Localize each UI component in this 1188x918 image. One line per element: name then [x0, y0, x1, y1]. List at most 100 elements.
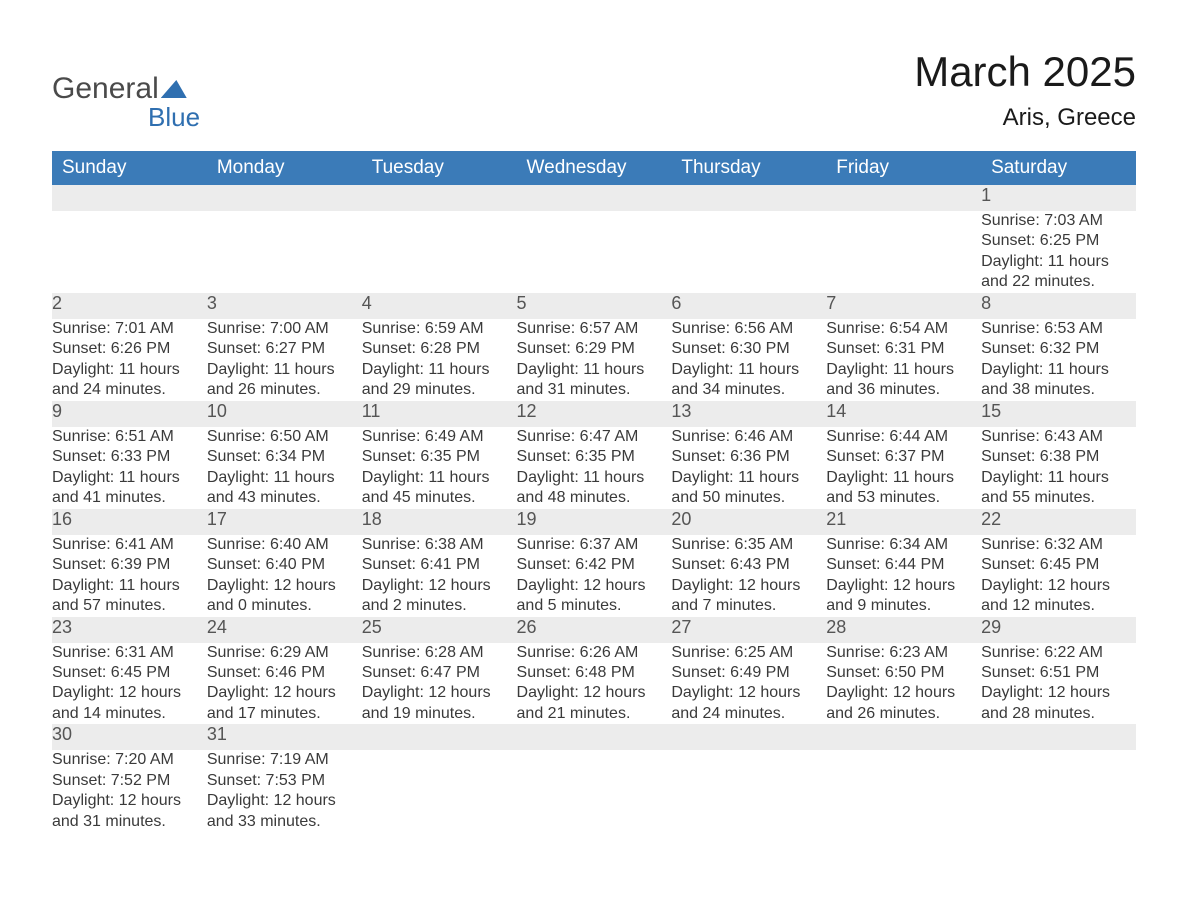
day-content-row: Sunrise: 6:31 AMSunset: 6:45 PMDaylight:… — [52, 643, 1136, 725]
calendar-body: 1 Sunrise: 7:03 AMSunset: 6:25 PMDayligh… — [52, 185, 1136, 832]
day-content-row: Sunrise: 6:41 AMSunset: 6:39 PMDaylight:… — [52, 535, 1136, 617]
daylight-text: Daylight: 11 hours — [981, 252, 1136, 272]
weekday-header: Saturday — [981, 151, 1136, 185]
sunset-text: Sunset: 6:48 PM — [517, 663, 672, 683]
daylight-text: Daylight: 12 hours — [362, 683, 517, 703]
day-number-row: 1 — [52, 185, 1136, 211]
daylight-text: Daylight: 11 hours — [517, 360, 672, 380]
day-number-cell: 22 — [981, 509, 1136, 535]
day-content-cell: Sunrise: 6:28 AMSunset: 6:47 PMDaylight:… — [362, 643, 517, 725]
sunset-text: Sunset: 6:42 PM — [517, 555, 672, 575]
day-number-cell — [826, 185, 981, 211]
day-number-cell: 30 — [52, 724, 207, 750]
day-number-cell: 19 — [517, 509, 672, 535]
logo-text-general: General — [52, 72, 159, 106]
day-content-cell: Sunrise: 6:26 AMSunset: 6:48 PMDaylight:… — [517, 643, 672, 725]
daylight-text: Daylight: 11 hours — [362, 360, 517, 380]
daylight-text: Daylight: 11 hours — [981, 360, 1136, 380]
daylight-text: Daylight: 12 hours — [52, 791, 207, 811]
weekday-header: Thursday — [671, 151, 826, 185]
sunset-text: Sunset: 6:29 PM — [517, 339, 672, 359]
day-content-cell — [52, 211, 207, 293]
day-number-cell: 9 — [52, 401, 207, 427]
daylight-text: Daylight: 11 hours — [981, 468, 1136, 488]
sunrise-text: Sunrise: 6:34 AM — [826, 535, 981, 555]
sunset-text: Sunset: 6:30 PM — [671, 339, 826, 359]
day-number-cell: 21 — [826, 509, 981, 535]
day-number-cell: 16 — [52, 509, 207, 535]
sunrise-text: Sunrise: 7:19 AM — [207, 750, 362, 770]
daylight-text: and 0 minutes. — [207, 596, 362, 616]
day-content-cell — [671, 750, 826, 832]
sunset-text: Sunset: 6:32 PM — [981, 339, 1136, 359]
day-number-row: 9101112131415 — [52, 401, 1136, 427]
day-content-cell — [362, 750, 517, 832]
sunset-text: Sunset: 6:49 PM — [671, 663, 826, 683]
sunrise-text: Sunrise: 6:53 AM — [981, 319, 1136, 339]
day-number-cell: 26 — [517, 617, 672, 643]
day-number-cell — [826, 724, 981, 750]
daylight-text: and 48 minutes. — [517, 488, 672, 508]
sunrise-text: Sunrise: 6:59 AM — [362, 319, 517, 339]
day-number-cell: 27 — [671, 617, 826, 643]
day-content-cell: Sunrise: 6:34 AMSunset: 6:44 PMDaylight:… — [826, 535, 981, 617]
day-number-cell: 13 — [671, 401, 826, 427]
sunset-text: Sunset: 6:35 PM — [517, 447, 672, 467]
location-label: Aris, Greece — [914, 104, 1136, 132]
daylight-text: Daylight: 12 hours — [207, 683, 362, 703]
daylight-text: and 31 minutes. — [517, 380, 672, 400]
sunrise-text: Sunrise: 6:22 AM — [981, 643, 1136, 663]
daylight-text: Daylight: 12 hours — [517, 683, 672, 703]
day-content-cell: Sunrise: 6:37 AMSunset: 6:42 PMDaylight:… — [517, 535, 672, 617]
daylight-text: and 55 minutes. — [981, 488, 1136, 508]
daylight-text: and 26 minutes. — [207, 380, 362, 400]
day-content-cell: Sunrise: 6:46 AMSunset: 6:36 PMDaylight:… — [671, 427, 826, 509]
daylight-text: and 57 minutes. — [52, 596, 207, 616]
sunset-text: Sunset: 6:28 PM — [362, 339, 517, 359]
daylight-text: and 17 minutes. — [207, 704, 362, 724]
day-number-cell: 2 — [52, 293, 207, 319]
sunrise-text: Sunrise: 6:37 AM — [517, 535, 672, 555]
day-content-cell: Sunrise: 6:25 AMSunset: 6:49 PMDaylight:… — [671, 643, 826, 725]
day-content-cell: Sunrise: 6:50 AMSunset: 6:34 PMDaylight:… — [207, 427, 362, 509]
daylight-text: and 2 minutes. — [362, 596, 517, 616]
day-number-cell: 4 — [362, 293, 517, 319]
day-number-cell: 31 — [207, 724, 362, 750]
weekday-header: Tuesday — [362, 151, 517, 185]
daylight-text: Daylight: 12 hours — [207, 791, 362, 811]
day-content-cell: Sunrise: 6:40 AMSunset: 6:40 PMDaylight:… — [207, 535, 362, 617]
daylight-text: and 31 minutes. — [52, 812, 207, 832]
day-number-cell — [517, 724, 672, 750]
sunrise-text: Sunrise: 6:23 AM — [826, 643, 981, 663]
daylight-text: and 28 minutes. — [981, 704, 1136, 724]
sunrise-text: Sunrise: 6:32 AM — [981, 535, 1136, 555]
weekday-header: Wednesday — [517, 151, 672, 185]
sunset-text: Sunset: 6:27 PM — [207, 339, 362, 359]
day-number-cell: 18 — [362, 509, 517, 535]
day-number-cell: 10 — [207, 401, 362, 427]
daylight-text: Daylight: 11 hours — [826, 468, 981, 488]
sunrise-text: Sunrise: 6:46 AM — [671, 427, 826, 447]
sunset-text: Sunset: 6:26 PM — [52, 339, 207, 359]
day-content-cell — [517, 750, 672, 832]
sunrise-text: Sunrise: 6:43 AM — [981, 427, 1136, 447]
day-content-cell: Sunrise: 6:53 AMSunset: 6:32 PMDaylight:… — [981, 319, 1136, 401]
daylight-text: Daylight: 12 hours — [671, 683, 826, 703]
day-number-cell: 17 — [207, 509, 362, 535]
weekday-header: Monday — [207, 151, 362, 185]
daylight-text: and 5 minutes. — [517, 596, 672, 616]
daylight-text: and 26 minutes. — [826, 704, 981, 724]
day-content-cell — [826, 750, 981, 832]
sunset-text: Sunset: 6:51 PM — [981, 663, 1136, 683]
day-number-cell: 14 — [826, 401, 981, 427]
sunrise-text: Sunrise: 6:41 AM — [52, 535, 207, 555]
day-number-row: 16171819202122 — [52, 509, 1136, 535]
daylight-text: Daylight: 11 hours — [52, 576, 207, 596]
sunrise-text: Sunrise: 6:25 AM — [671, 643, 826, 663]
daylight-text: and 33 minutes. — [207, 812, 362, 832]
month-title: March 2025 — [914, 48, 1136, 96]
day-content-cell — [362, 211, 517, 293]
calendar-header-row: SundayMondayTuesdayWednesdayThursdayFrid… — [52, 151, 1136, 185]
day-content-cell: Sunrise: 7:20 AMSunset: 7:52 PMDaylight:… — [52, 750, 207, 832]
sunrise-text: Sunrise: 6:49 AM — [362, 427, 517, 447]
